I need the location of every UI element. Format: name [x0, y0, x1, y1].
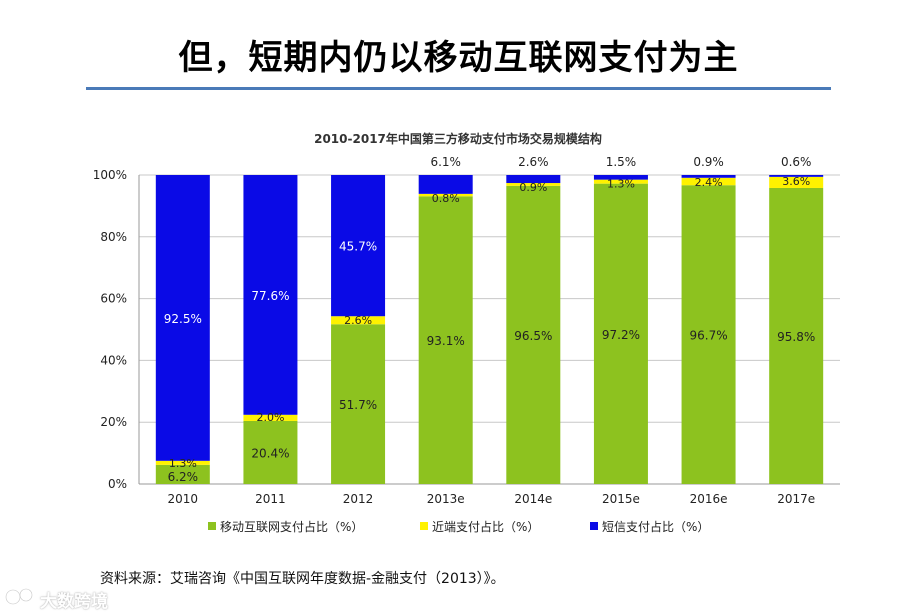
x-tick-label: 2017e — [777, 492, 815, 506]
slide-title: 但，短期内仍以移动互联网支付为主 — [178, 38, 739, 78]
mobile-internet-bar — [155, 464, 210, 484]
mobile-internet-bar — [243, 420, 298, 484]
mobile-internet-bar — [681, 185, 736, 484]
mobile-internet-label: 95.8% — [777, 330, 815, 344]
near-field-label: 2.0% — [256, 411, 284, 424]
x-tick-label: 2010 — [168, 492, 199, 506]
sms-label: 77.6% — [251, 289, 289, 303]
near-field-label: 2.6% — [344, 314, 372, 327]
y-tick-label: 100% — [93, 168, 127, 182]
near-field-label: 0.8% — [432, 192, 460, 205]
x-tick-label: 2012 — [343, 492, 374, 506]
near-field-label: 1.3% — [169, 457, 197, 470]
mobile-internet-label: 6.2% — [168, 470, 199, 484]
sms-label: 0.6% — [781, 155, 812, 169]
near-field-label: 0.9% — [519, 181, 547, 194]
near-field-bar — [243, 414, 298, 421]
sms-label: 6.1% — [430, 155, 461, 169]
near-field-bar — [418, 193, 473, 197]
legend-sms-label: 短信支付占比（%） — [602, 519, 709, 534]
near-field-bar — [155, 460, 210, 465]
y-tick-label: 20% — [100, 415, 127, 429]
near-field-bar — [593, 179, 648, 184]
x-tick-label: 2014e — [514, 492, 552, 506]
x-tick-label: 2015e — [602, 492, 640, 506]
mobile-internet-bar — [418, 196, 473, 485]
sms-label: 0.9% — [693, 155, 724, 169]
x-tick-label: 2013e — [427, 492, 465, 506]
mobile-internet-label: 51.7% — [339, 398, 377, 412]
legend-sms-swatch — [590, 522, 598, 530]
watermark-logo-icon — [4, 587, 34, 606]
y-tick-label: 80% — [100, 230, 127, 244]
legend-mobile-internet-swatch — [208, 522, 216, 530]
chart-title: 2010-2017年中国第三方移动支付市场交易规模结构 — [314, 131, 602, 146]
y-tick-label: 60% — [100, 292, 127, 306]
near-field-bar — [769, 176, 824, 188]
near-field-label: 3.6% — [782, 175, 810, 188]
sms-bar — [681, 175, 736, 178]
sms-label: 1.5% — [606, 155, 637, 169]
mobile-internet-label: 96.7% — [690, 329, 728, 343]
title-divider — [86, 87, 831, 90]
sms-bar — [769, 175, 824, 177]
near-field-label: 2.4% — [695, 176, 723, 189]
near-field-label: 1.3% — [607, 178, 635, 191]
mobile-internet-bar — [506, 185, 561, 484]
watermark-text: 大数跨境 — [40, 592, 108, 612]
legend-mobile-internet-label: 移动互联网支付占比（%） — [220, 519, 363, 534]
near-field-bar — [506, 183, 561, 186]
y-tick-label: 0% — [108, 477, 127, 491]
x-tick-label: 2016e — [690, 492, 728, 506]
sms-bar — [155, 175, 210, 461]
x-tick-label: 2011 — [255, 492, 286, 506]
mobile-internet-label: 97.2% — [602, 328, 640, 342]
sms-label: 92.5% — [164, 312, 202, 326]
sms-bar — [593, 175, 648, 180]
source-note: 资料来源：艾瑞咨询《中国互联网年度数据-金融支付（2013）》。 — [100, 571, 505, 587]
sms-label: 45.7% — [339, 240, 377, 254]
near-field-bar — [331, 316, 386, 325]
sms-bar — [331, 175, 386, 317]
mobile-internet-bar — [331, 324, 386, 484]
legend-near-field-label: 近端支付占比（%） — [432, 519, 539, 534]
watermark: 大数跨境 — [4, 584, 144, 612]
near-field-bar — [681, 177, 736, 186]
stacked-bar-chart: 2010-2017年中国第三方移动支付市场交易规模结构 0% 20% 40% 60% 80… — [93, 131, 840, 534]
legend-near-field-swatch — [420, 522, 428, 530]
mobile-internet-label: 20.4% — [251, 446, 289, 460]
sms-bar — [243, 175, 298, 415]
mobile-internet-bar — [769, 187, 824, 484]
mobile-internet-label: 96.5% — [514, 329, 552, 343]
sms-bar — [506, 175, 561, 184]
sms-label: 2.6% — [518, 155, 549, 169]
mobile-internet-label: 93.1% — [427, 334, 465, 348]
sms-bar — [418, 175, 473, 194]
mobile-internet-bar — [593, 183, 648, 485]
y-tick-label: 40% — [100, 353, 127, 367]
